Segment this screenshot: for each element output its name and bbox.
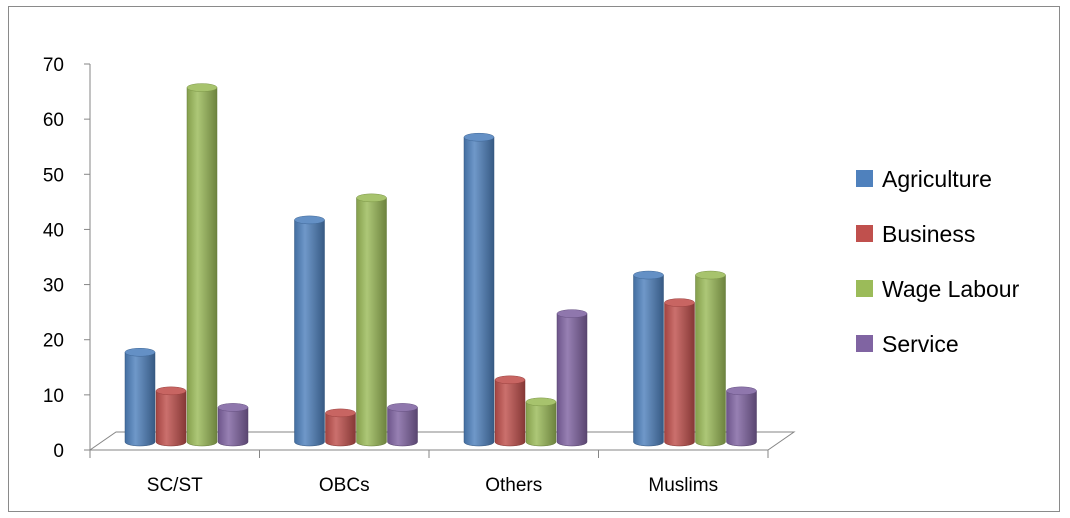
x-tick-label: SC/ST: [147, 475, 203, 496]
bar-top: [664, 298, 695, 307]
bar-body: [633, 274, 664, 447]
y-tick-label: 50: [43, 165, 64, 186]
bar-top: [494, 375, 526, 385]
y-tick-label: 10: [43, 386, 64, 407]
y-tick-label: 60: [43, 110, 64, 131]
bar-body: [325, 412, 356, 447]
bar: [525, 397, 557, 447]
bar-top: [356, 193, 387, 203]
bar-body: [556, 313, 588, 447]
bar: [155, 386, 187, 447]
chart-axes: 0 10 20 30 40 50 60 70 SC/ST OBCs Others Muslims: [43, 55, 796, 496]
bar-top: [633, 270, 664, 280]
bar-body: [294, 219, 325, 447]
legend-item: Service: [856, 331, 959, 357]
bar: [124, 348, 156, 447]
bar-top: [726, 386, 757, 396]
bar: [356, 193, 387, 447]
bar-body: [155, 390, 187, 447]
bar-body: [463, 136, 495, 447]
bar: [664, 298, 695, 447]
bar-top: [217, 403, 249, 412]
legend-label: Wage Labour: [882, 276, 1020, 302]
chart-bars: [124, 83, 757, 447]
bar-top: [325, 408, 356, 418]
y-tick-label: 30: [43, 276, 64, 297]
bar: [463, 132, 495, 447]
bar-top: [155, 386, 187, 396]
legend-swatch: [856, 335, 873, 352]
y-tick-label: 0: [53, 441, 64, 462]
legend-item: Wage Labour: [856, 276, 1020, 302]
bar: [726, 386, 757, 447]
bar-top: [695, 270, 726, 280]
bar: [695, 270, 726, 447]
bar: [556, 309, 588, 447]
y-tick-label: 20: [43, 331, 64, 352]
bar-top: [556, 309, 588, 318]
bar: [494, 375, 526, 447]
legend-label: Service: [882, 331, 959, 357]
legend-label: Business: [882, 221, 975, 247]
legend-item: Agriculture: [856, 166, 992, 192]
bar-top: [463, 132, 495, 142]
bar-top: [294, 215, 325, 225]
bar-body: [356, 197, 387, 447]
bar-top: [186, 83, 218, 92]
bar: [633, 270, 664, 447]
bar-body: [664, 302, 695, 447]
bar: [325, 408, 356, 447]
y-tick-label: 40: [43, 220, 64, 241]
bar-body: [726, 390, 757, 447]
chart-floor: [88, 431, 796, 451]
chart-legend: Agriculture Business Wage Labour Service: [856, 166, 1020, 357]
bar-top: [387, 403, 418, 412]
bar-body: [124, 352, 156, 447]
legend-item: Business: [856, 221, 975, 247]
bar: [387, 403, 418, 447]
bar-body: [695, 274, 726, 447]
bar-top: [525, 397, 557, 407]
x-tick-label: Muslims: [648, 475, 718, 496]
bar-body: [186, 87, 218, 447]
bar-body: [525, 401, 557, 447]
x-tick-label: Others: [485, 475, 542, 496]
x-tick-label: OBCs: [319, 475, 370, 496]
legend-swatch: [856, 280, 873, 297]
y-tick-label: 70: [43, 55, 64, 76]
bar: [294, 215, 325, 447]
bar: [186, 83, 218, 447]
legend-swatch: [856, 225, 873, 242]
legend-label: Agriculture: [882, 166, 992, 192]
bar-body: [217, 407, 249, 447]
bar: [217, 403, 249, 447]
bar-top: [124, 348, 156, 357]
bar-body: [494, 379, 526, 447]
legend-swatch: [856, 170, 873, 187]
bar-body: [387, 407, 418, 447]
